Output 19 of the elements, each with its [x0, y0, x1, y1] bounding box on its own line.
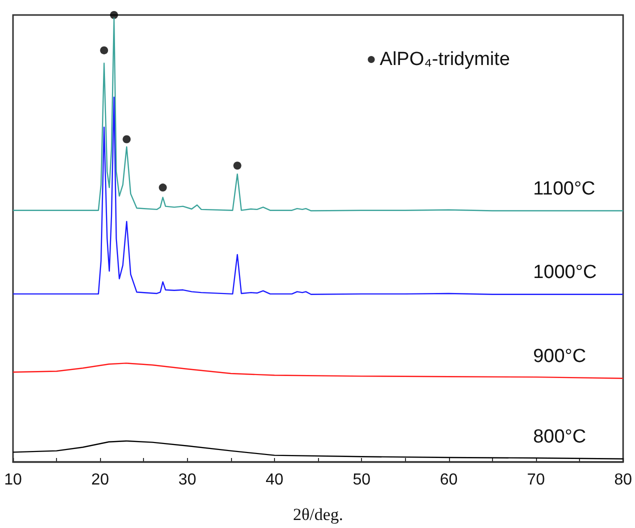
x-tick-label: 50	[352, 472, 371, 488]
series-label: 1100°C	[533, 178, 596, 200]
x-tick-label: 40	[266, 472, 284, 488]
series-label: 900°C	[533, 346, 586, 367]
series-label: 800°C	[533, 426, 586, 448]
x-tick-label: 20	[91, 472, 110, 488]
point	[122, 135, 131, 144]
x-tick-label: 30	[178, 472, 196, 488]
x-axis-title: 2θ/deg.	[292, 505, 344, 524]
x-tick-label: 70	[527, 472, 545, 488]
x-tick-label: 60	[440, 472, 458, 488]
point	[233, 162, 242, 170]
series-label: 1000°C	[533, 262, 597, 283]
point	[110, 11, 118, 19]
x-tick-label: 10	[4, 472, 22, 488]
x-tick-label: 80	[614, 472, 632, 488]
legend-label: AlPO₄-tridymite	[380, 49, 510, 70]
point	[158, 184, 167, 192]
point	[100, 46, 108, 54]
